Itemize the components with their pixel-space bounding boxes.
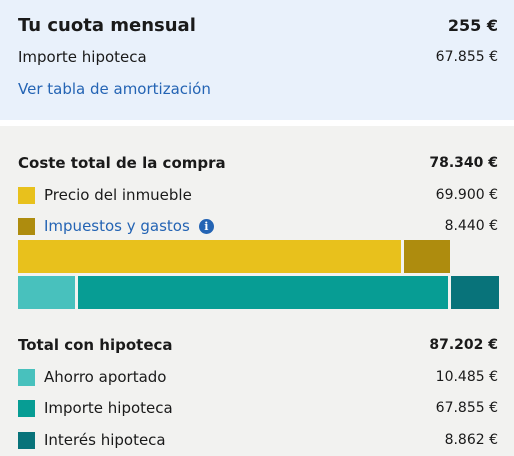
legend-item-mortgage-interest: Interés hipoteca 8.862 € <box>18 428 498 452</box>
mortgage-cost-bar <box>18 276 499 309</box>
mortgage-amount-item-label: Importe hipoteca <box>44 399 173 417</box>
monthly-payment-card: Tu cuota mensual 255 € Importe hipoteca … <box>0 0 514 120</box>
property-price-swatch <box>18 186 35 204</box>
savings-value: 10.485 € <box>435 369 498 385</box>
bar-segment-property-price <box>18 240 401 273</box>
monthly-payment-value: 255 € <box>447 15 498 35</box>
purchase-total-row: Coste total de la compra 78.340 € <box>18 151 498 175</box>
bar-segment-savings <box>18 276 75 309</box>
cost-breakdown: Coste total de la compra 78.340 € Precio… <box>0 120 514 456</box>
legend-item-taxes-fees: Impuestos y gastos i 8.440 € <box>18 214 498 238</box>
mortgage-total-value: 87.202 € <box>429 337 498 353</box>
amortization-table-link[interactable]: Ver tabla de amortización <box>18 80 211 98</box>
legend-item-savings: Ahorro aportado 10.485 € <box>18 365 498 389</box>
purchase-cost-bar <box>18 240 450 273</box>
property-price-value: 69.900 € <box>435 187 498 203</box>
savings-label: Ahorro aportado <box>44 368 167 386</box>
mortgage-interest-swatch <box>18 431 35 449</box>
mortgage-amount-value: 67.855 € <box>435 49 498 65</box>
savings-swatch <box>18 368 35 386</box>
monthly-payment-header: Tu cuota mensual 255 € <box>18 12 498 38</box>
taxes-fees-link[interactable]: Impuestos y gastos <box>44 217 190 235</box>
legend-item-mortgage-amount: Importe hipoteca 67.855 € <box>18 396 498 420</box>
mortgage-amount-row: Importe hipoteca 67.855 € <box>18 45 498 69</box>
taxes-fees-swatch <box>18 217 35 235</box>
property-price-label: Precio del inmueble <box>44 186 192 204</box>
purchase-total-value: 78.340 € <box>429 155 498 171</box>
bar-segment-mortgage-amount <box>78 276 448 309</box>
mortgage-total-title: Total con hipoteca <box>18 336 173 354</box>
mortgage-amount-item-value: 67.855 € <box>435 400 498 416</box>
bar-segment-mortgage-interest <box>451 276 499 309</box>
mortgage-total-row: Total con hipoteca 87.202 € <box>18 333 498 357</box>
taxes-fees-value: 8.440 € <box>444 218 498 234</box>
purchase-total-title: Coste total de la compra <box>18 154 226 172</box>
info-icon[interactable]: i <box>198 218 214 234</box>
mortgage-interest-label: Interés hipoteca <box>44 431 166 449</box>
legend-item-property-price: Precio del inmueble 69.900 € <box>18 183 498 207</box>
mortgage-interest-value: 8.862 € <box>444 432 498 448</box>
monthly-payment-title: Tu cuota mensual <box>18 14 196 36</box>
mortgage-amount-label: Importe hipoteca <box>18 48 147 66</box>
amortization-link-row: Ver tabla de amortización <box>18 77 498 101</box>
bar-segment-taxes-fees <box>404 240 450 273</box>
mortgage-amount-swatch <box>18 399 35 417</box>
